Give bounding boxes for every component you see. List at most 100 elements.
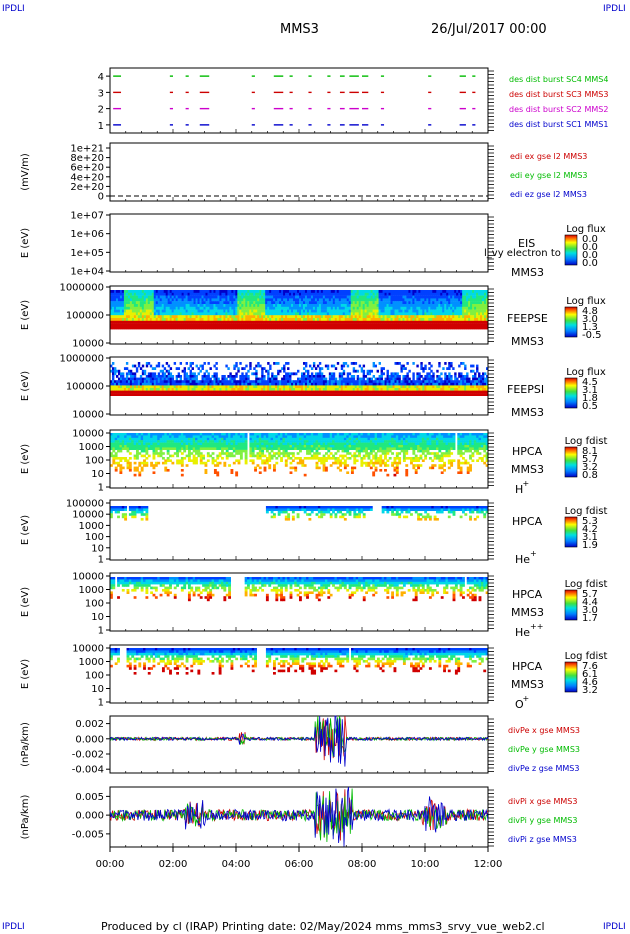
hpca-h-instrument-label: HPCA [512, 445, 543, 458]
time-axis-label: 12:00 [474, 859, 503, 870]
hpca-hepp-ylabel: E (eV) [20, 587, 31, 617]
hpca-he-ytick-label: 100000 [66, 499, 104, 510]
hpca-h-colorbar-tick: 0.8 [582, 470, 598, 481]
time-axis-label: 10:00 [411, 859, 440, 870]
burst-legend-entry: des dist burst SC2 MMS2 [509, 105, 608, 114]
divpe-ytick-label: -0.002 [72, 750, 104, 761]
eis-ytick-label: 1e+07 [70, 211, 104, 222]
hpca-hepp-colorbar-tick: 3.0 [582, 605, 598, 616]
footer-credit: Produced by cl (IRAP) Printing date: 02/… [101, 920, 545, 933]
hpca-h-species-label: H [515, 483, 523, 496]
hpca-he-colorbar-tick: 5.3 [582, 516, 598, 527]
hpca-hepp-ytick-label: 10000 [72, 572, 104, 583]
hpca-he-colorbar-title: Log fdist [565, 506, 608, 517]
feepsi-colorbar-tick: 3.1 [582, 385, 598, 396]
time-axis-label: 06:00 [285, 859, 314, 870]
hpca-o-colorbar-title: Log fdist [565, 651, 608, 662]
hpca-hepp-colorbar-tick: 4.4 [582, 597, 598, 608]
divpe-frame [109, 715, 489, 774]
eis-ytick-label: 1e+04 [70, 267, 104, 278]
eis-colorbar-title: Log flux [566, 224, 606, 235]
hpca-h-colorbar [564, 446, 578, 478]
edi-ytick-label: 0 [98, 192, 104, 203]
hpca-h-ytick-label: 10000 [72, 429, 104, 440]
divpe-series-line [109, 715, 489, 767]
corner-label-top-right: IPDLI [603, 4, 626, 14]
divpe-series-line [109, 716, 489, 757]
hpca-he-colorbar [564, 516, 578, 548]
eis-colorbar [564, 234, 578, 266]
feepse-colorbar-tick: -0.5 [582, 330, 602, 341]
feepsi-ytick-label: 1000000 [59, 354, 104, 365]
feepsi-spectrogram [110, 362, 489, 396]
divpi-ytick-label: 0.000 [75, 811, 104, 822]
divpi-series-line [109, 786, 489, 847]
eis-ytick-label: 1e+06 [70, 229, 104, 240]
burst-legend-entry: des dist burst SC1 MMS1 [509, 120, 608, 129]
edi-ytick-label: 4e+20 [70, 172, 104, 183]
hpca-o-colorbar-tick: 3.2 [582, 685, 598, 696]
burst-ytick-label: 4 [98, 72, 104, 83]
eis-colorbar-tick: 0.0 [582, 258, 598, 269]
burst-ytick-label: 1 [98, 121, 104, 132]
divpi-ylabel: (nPa/km) [20, 795, 31, 840]
hpca-o-ytick-label: 1 [98, 698, 104, 709]
hpca-he-instrument-label: HPCA [512, 515, 543, 528]
feepse-instrument-label: FEEPSE [507, 312, 548, 325]
feepsi-spacecraft-label: MMS3 [511, 406, 544, 419]
feepse-colorbar-title: Log flux [566, 296, 606, 307]
hpca-he-ytick-label: 1 [98, 555, 104, 566]
time-axis-label: 00:00 [96, 859, 125, 870]
hpca-hepp-spacecraft-label: MMS3 [511, 606, 544, 619]
hpca-he-ytick-label: 10000 [72, 510, 104, 521]
spacecraft-title: MMS3 [280, 22, 319, 37]
corner-label-top-left: IPDLI [2, 4, 25, 14]
feepse-ytick-label: 1000000 [59, 283, 104, 294]
hpca-o-ytick-label: 100 [85, 671, 104, 682]
edi-legend-entry: edi ey gse l2 MMS3 [510, 171, 588, 180]
eis-colorbar-tick: 0.0 [582, 242, 598, 253]
hpca-h-ylabel: E (eV) [20, 444, 31, 474]
burst-legend-entry: des dist burst SC3 MMS3 [509, 90, 608, 99]
hpca-h-colorbar-tick: 3.2 [582, 462, 598, 473]
burst-ytick-label: 3 [98, 88, 104, 99]
hpca-o-spectrogram [110, 648, 489, 675]
feepsi-colorbar-tick: 1.8 [582, 393, 598, 404]
hpca-he-colorbar-tick: 3.1 [582, 532, 598, 543]
hpca-o-colorbar-tick: 4.6 [582, 677, 598, 688]
edi-ytick-label: 8e+20 [70, 153, 104, 164]
feepse-colorbar-tick: 1.3 [582, 322, 598, 333]
edi-frame [109, 142, 489, 202]
hpca-hepp-spectrogram [110, 577, 489, 602]
feepse-spectrogram [110, 290, 489, 330]
feepsi-instrument-label: FEEPSI [507, 383, 544, 396]
feepse-colorbar-tick: 4.8 [582, 306, 598, 317]
burst-legend-entry: des dist burst SC4 MMS4 [509, 75, 608, 84]
eis-ylabel: E (eV) [20, 228, 31, 258]
hpca-o-ylabel: E (eV) [20, 659, 31, 689]
hpca-hepp-ytick-label: 10 [91, 612, 104, 623]
hpca-he-ytick-label: 10 [91, 543, 104, 554]
hpca-o-colorbar-tick: 6.1 [582, 669, 598, 680]
hpca-h-ytick-label: 100 [85, 456, 104, 467]
hpca-o-charge-label: + [523, 694, 530, 703]
hpca-hepp-colorbar-title: Log fdist [565, 579, 608, 590]
hpca-he-colorbar-tick: 4.2 [582, 524, 598, 535]
hpca-o-ytick-label: 10000 [72, 644, 104, 655]
feepse-colorbar [564, 306, 578, 338]
divpi-ytick-label: 0.005 [75, 792, 104, 803]
divpe-legend-entry: divPe y gse MMS3 [508, 745, 580, 754]
hpca-o-colorbar-tick: 7.6 [582, 661, 598, 672]
eis-instrument-label: EIS [518, 237, 535, 250]
divpi-legend-entry: divPi y gse MMS3 [508, 816, 577, 825]
feepsi-colorbar-tick: 0.5 [582, 401, 598, 412]
feepse-ytick-label: 100000 [66, 311, 104, 322]
hpca-h-colorbar-tick: 8.1 [582, 446, 598, 457]
eis-spacecraft-label: MMS3 [511, 266, 544, 279]
corner-label-bottom-left: IPDLI [2, 922, 25, 932]
hpca-o-species-label: O [515, 698, 524, 711]
divpi-legend-entry: divPi x gse MMS3 [508, 797, 577, 806]
feepsi-colorbar-title: Log flux [566, 367, 606, 378]
eis-overlay-label: l_vy electron to [484, 248, 561, 259]
